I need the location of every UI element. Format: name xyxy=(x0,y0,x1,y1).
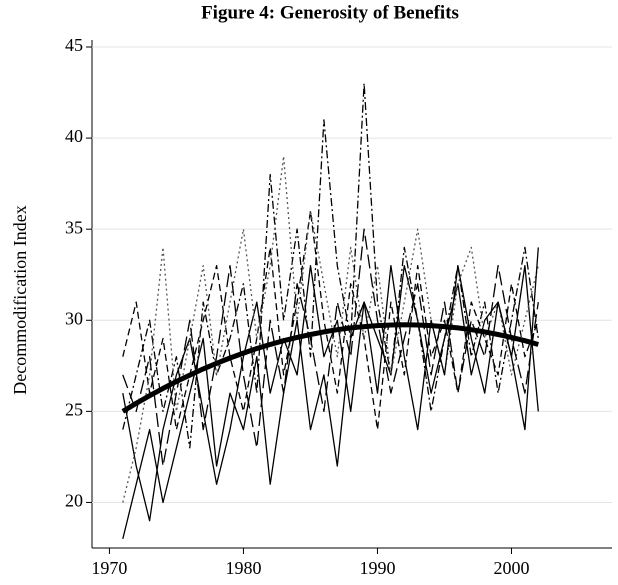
y-tick-label: 25 xyxy=(65,399,83,419)
x-tick-label: 2000 xyxy=(493,558,529,578)
fit-line xyxy=(121,322,539,414)
y-tick-label: 45 xyxy=(65,35,83,55)
country-line xyxy=(122,264,539,522)
chart-title: Figure 4: Generosity of Benefits xyxy=(201,2,459,23)
y-tick-label: 30 xyxy=(65,308,83,328)
y-axis-label: Decommodification Index xyxy=(10,205,30,394)
x-tick-label: 1990 xyxy=(359,558,395,578)
country-line xyxy=(122,228,539,467)
y-tick-label: 40 xyxy=(65,126,83,146)
x-tick-label: 1970 xyxy=(91,558,127,578)
x-tick-label: 1980 xyxy=(225,558,261,578)
y-tick-label: 20 xyxy=(65,491,83,511)
country-line xyxy=(122,247,539,540)
y-tick-label: 35 xyxy=(65,217,83,237)
